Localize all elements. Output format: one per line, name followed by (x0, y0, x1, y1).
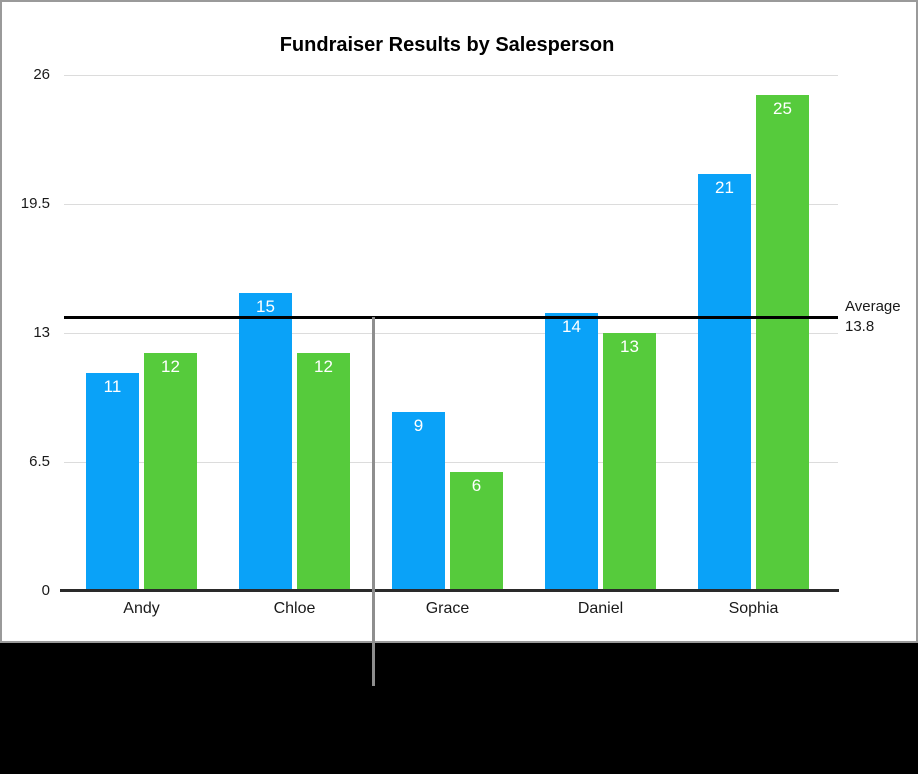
x-axis-label-chloe: Chloe (273, 600, 316, 617)
bar-grace-series_2: 6 (450, 471, 503, 591)
x-axis-line (60, 589, 839, 592)
bar-sophia-series_1: 21 (698, 174, 751, 591)
bar-value-label: 12 (314, 356, 333, 376)
average-line (64, 315, 838, 319)
gridline-13 (64, 332, 838, 334)
y-tick-label-26: 26 (33, 66, 50, 83)
bar-value-label: 12 (161, 356, 180, 376)
bar-value-label: 6 (471, 475, 482, 495)
bar-value-label: 21 (715, 178, 734, 198)
bar-value-label: 11 (103, 376, 122, 396)
x-axis-label-sophia: Sophia (728, 600, 779, 617)
y-tick-label-13: 13 (33, 324, 50, 341)
average-line-label-value: 13.8 (845, 318, 875, 335)
bar-value-label: 13 (620, 337, 639, 356)
gridline-6.5 (64, 461, 838, 463)
gridline-26 (64, 74, 838, 76)
y-tick-label-6.5: 6.5 (29, 453, 50, 470)
gridline-19.5 (64, 203, 838, 205)
average-line-label: Average 13.8 (845, 297, 901, 337)
bar-chloe-series_2: 12 (297, 352, 350, 591)
bar-andy-series_1: 11 (86, 372, 139, 591)
x-axis-label-grace: Grace (425, 600, 470, 617)
bar-daniel-series_1: 14 (545, 313, 598, 591)
bar-value-label: 14 (562, 317, 581, 337)
bar-sophia-series_2: 25 (756, 94, 809, 591)
x-axis-label-daniel: Daniel (577, 600, 624, 617)
bar-value-label: 9 (413, 416, 424, 436)
chart-title: Fundraiser Results by Salesperson (279, 34, 615, 56)
y-tick-label-19.5: 19.5 (20, 195, 50, 212)
bar-value-label: 25 (773, 98, 792, 118)
y-tick-label-0: 0 (41, 582, 50, 599)
bar-grace-series_1: 9 (392, 412, 445, 591)
average-line-label-text: Average (845, 298, 901, 315)
bar-andy-series_2: 12 (144, 352, 197, 591)
bar-value-label: 15 (256, 297, 275, 317)
x-axis-label-andy: Andy (123, 600, 160, 617)
callout-pointer-line (372, 317, 375, 686)
bar-daniel-series_2: 13 (603, 333, 656, 591)
bar-chloe-series_1: 15 (239, 293, 292, 591)
